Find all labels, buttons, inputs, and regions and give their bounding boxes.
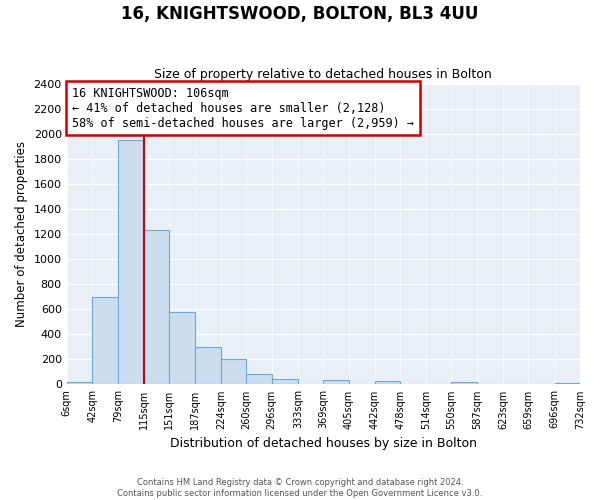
Y-axis label: Number of detached properties: Number of detached properties [15,141,28,327]
Title: Size of property relative to detached houses in Bolton: Size of property relative to detached ho… [154,68,492,81]
Bar [323,380,349,384]
Bar [118,140,144,384]
Text: 16, KNIGHTSWOOD, BOLTON, BL3 4UU: 16, KNIGHTSWOOD, BOLTON, BL3 4UU [121,5,479,23]
Bar [67,382,92,384]
X-axis label: Distribution of detached houses by size in Bolton: Distribution of detached houses by size … [170,437,477,450]
Bar [144,230,169,384]
Bar [375,382,400,384]
Bar [194,347,221,385]
Text: 16 KNIGHTSWOOD: 106sqm
← 41% of detached houses are smaller (2,128)
58% of semi-: 16 KNIGHTSWOOD: 106sqm ← 41% of detached… [72,86,414,130]
Bar [451,382,478,384]
Bar [169,312,194,384]
Bar [272,379,298,384]
Bar [246,374,272,384]
Bar [221,360,246,384]
Bar [92,296,118,384]
Text: Contains HM Land Registry data © Crown copyright and database right 2024.
Contai: Contains HM Land Registry data © Crown c… [118,478,482,498]
Bar [554,383,580,384]
